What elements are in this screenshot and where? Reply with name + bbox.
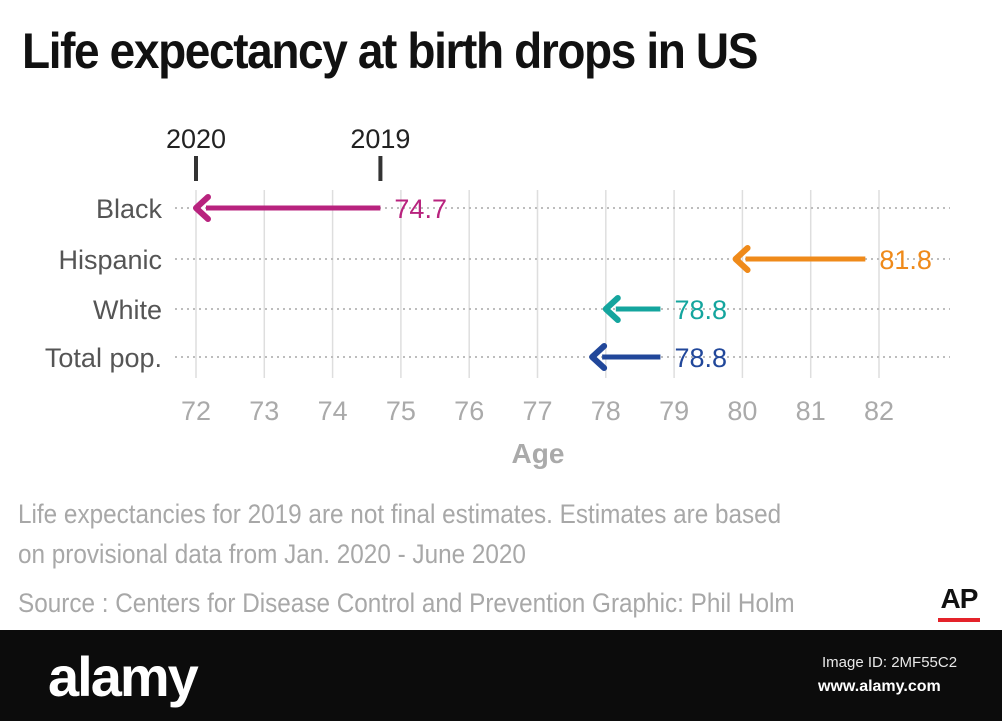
x-tick-label: 81 (796, 396, 826, 426)
watermark-footer: alamy Image ID: 2MF55C2 www.alamy.com (0, 630, 1002, 721)
ap-logo: AP (938, 584, 980, 622)
x-tick-label: 77 (522, 396, 552, 426)
chart-title: Life expectancy at birth drops in US (22, 23, 758, 79)
x-tick-label: 80 (727, 396, 757, 426)
x-tick-label: 74 (318, 396, 348, 426)
category-label: White (93, 295, 162, 325)
x-tick-label: 75 (386, 396, 416, 426)
x-tick-label: 78 (591, 396, 621, 426)
ap-logo-underline (938, 618, 980, 622)
ap-logo-text: AP (940, 583, 979, 614)
value-label: 74.7 (394, 194, 447, 224)
year-marker-label: 2020 (166, 124, 226, 154)
alamy-url: www.alamy.com (818, 678, 941, 695)
x-tick-label: 79 (659, 396, 689, 426)
category-label: Hispanic (58, 245, 162, 275)
x-tick-label: 72 (181, 396, 211, 426)
source-credit: Source : Centers for Disease Control and… (18, 588, 795, 618)
x-tick-label: 76 (454, 396, 484, 426)
arrow-head (602, 295, 621, 323)
category-label: Black (96, 194, 163, 224)
x-axis-label: Age (512, 438, 565, 469)
value-label: 81.8 (879, 245, 932, 275)
arrow-head (193, 194, 211, 222)
x-tick-label: 73 (249, 396, 279, 426)
life-expectancy-chart: 2020 2019 Black 74.7 Hispanic 81.8 White 78.8 T… (45, 124, 950, 469)
chart-note: Life expectancies for 2019 are not final… (18, 494, 864, 574)
note-line-2: on provisional data from Jan. 2020 - Jun… (18, 539, 526, 569)
category-label: Total pop. (45, 343, 162, 373)
arrow-head (589, 343, 608, 371)
value-label: 78.8 (674, 343, 727, 373)
image-id: Image ID: 2MF55C2 (822, 654, 958, 671)
alamy-logo: alamy (48, 645, 199, 708)
value-label: 78.8 (674, 295, 727, 325)
arrow-head (732, 245, 751, 273)
note-line-1: Life expectancies for 2019 are not final… (18, 499, 782, 529)
x-tick-label: 82 (864, 396, 894, 426)
year-marker-label: 2019 (350, 124, 410, 154)
